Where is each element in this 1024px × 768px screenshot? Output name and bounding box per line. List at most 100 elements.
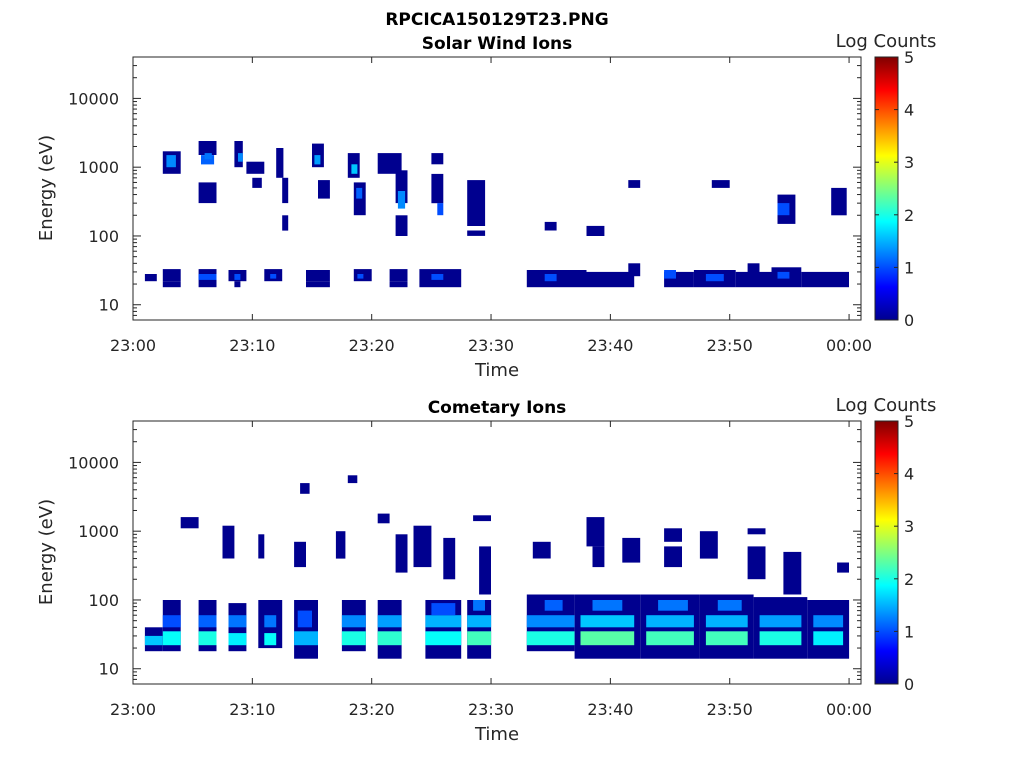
heatmap-cell — [747, 263, 760, 279]
heatmap-cell — [628, 180, 641, 188]
colorbar-tick-label: 5 — [904, 412, 914, 431]
heatmap-cell — [705, 274, 724, 282]
y-axis-label: Energy (eV) — [36, 499, 57, 605]
heatmap-cell — [353, 182, 366, 216]
y-tick-label: 10000 — [68, 89, 119, 108]
x-tick-label: 00:00 — [826, 700, 872, 719]
heatmap-cell — [294, 600, 318, 659]
heatmap-cell — [699, 531, 718, 559]
heatmap-cell — [395, 215, 408, 236]
x-tick-label: 00:00 — [826, 336, 872, 355]
heatmap-cell — [306, 281, 330, 288]
colorbar — [874, 56, 899, 321]
heatmap-cell — [473, 515, 491, 522]
heatmap-cell — [300, 483, 310, 494]
heatmap-cell — [544, 221, 557, 231]
x-tick-label: 23:20 — [349, 336, 395, 355]
heatmap-cell — [377, 153, 402, 174]
heatmap-cell — [228, 615, 247, 628]
heatmap-cell — [586, 225, 605, 236]
heatmap-cell — [258, 534, 265, 559]
heatmap-cell — [467, 230, 486, 236]
heatmap-cell — [586, 271, 635, 288]
heatmap-cell — [264, 633, 277, 646]
heatmap-cell — [198, 182, 217, 204]
x-axis-label: Time — [474, 724, 519, 745]
y-axis-label: Energy (eV) — [36, 135, 57, 241]
heatmap-cell — [425, 615, 462, 628]
y-axis-ticks: 10 100 1000 10000 — [68, 429, 861, 680]
heatmap-cell — [831, 187, 847, 216]
heatmap-cell — [837, 562, 849, 573]
y-tick-label: 10 — [99, 296, 119, 315]
heatmap-cell — [783, 551, 802, 595]
x-tick-label: 23:00 — [110, 336, 156, 355]
colorbar-tick-label: 1 — [904, 622, 914, 641]
x-axis-ticks: 23:00 23:10 23:20 23:30 23:40 23:50 00:00 — [110, 421, 872, 719]
heatmap-cell — [431, 603, 456, 616]
heatmap-cell — [341, 615, 366, 628]
heatmap-cell — [397, 191, 406, 209]
heatmap-cell — [222, 525, 235, 559]
x-tick-label: 23:00 — [110, 700, 156, 719]
heatmap-cell — [479, 546, 491, 595]
solar-wind-panel: Solar Wind Ions 23:00 23:10 23:20 23:30 23:4… — [36, 31, 936, 381]
heatmap-cell — [282, 215, 289, 231]
heatmap-cell — [144, 635, 163, 646]
heatmap-cell — [592, 546, 605, 568]
heatmap-cell — [747, 528, 766, 535]
colorbar-label: Log Counts — [836, 395, 937, 416]
heatmap-cell — [431, 173, 444, 204]
colorbar-ticks: 0 1 2 3 4 5 — [875, 48, 914, 330]
heatmap-cell — [347, 475, 358, 484]
heatmap-cell — [813, 631, 844, 646]
y-tick-label: 10000 — [68, 453, 119, 472]
heatmap-cell — [377, 600, 402, 659]
heatmap-cell — [646, 631, 694, 646]
heatmap-cell — [294, 631, 318, 646]
heatmap-cell — [335, 531, 346, 559]
colorbar-tick-label: 3 — [904, 517, 914, 536]
figure-title: RPCICA150129T23.PNG — [385, 10, 608, 30]
colorbar-tick-label: 0 — [904, 311, 914, 330]
heatmap-cell — [735, 271, 772, 288]
heatmap-cell — [294, 541, 306, 568]
cometary-panel: Cometary Ions 23:00 23:10 23:20 23:30 23:40 2… — [36, 395, 936, 745]
heatmap-cell — [526, 615, 575, 628]
heatmap-cell — [162, 269, 181, 282]
heatmap-cell — [318, 180, 330, 199]
heatmap-cell — [646, 615, 694, 628]
heatmap-cell — [425, 631, 462, 646]
heatmap-cell — [580, 615, 635, 628]
heatmap-cell — [664, 528, 682, 542]
heatmap-cell — [544, 274, 557, 282]
heatmap-cell — [622, 537, 641, 563]
heatmap-cell — [351, 164, 358, 174]
x-tick-label: 23:50 — [707, 700, 753, 719]
heatmap-cell — [389, 281, 408, 288]
colorbar-tick-label: 3 — [904, 153, 914, 172]
heatmap-cell — [198, 615, 217, 628]
heatmap-cell — [759, 615, 802, 628]
heatmap-cell — [747, 546, 766, 580]
panel-title: Cometary Ions — [428, 398, 567, 418]
heatmap-cell — [198, 631, 217, 646]
heatmap-cell — [759, 631, 802, 646]
heatmap-cell — [234, 274, 241, 280]
colorbar — [874, 420, 899, 685]
heatmap-cell — [658, 600, 688, 611]
heatmap-cell — [198, 274, 217, 280]
y-tick-label: 1000 — [78, 158, 119, 177]
x-tick-label: 23:10 — [229, 700, 275, 719]
heatmap-cell — [717, 600, 742, 611]
heatmap-cell — [180, 517, 199, 529]
heatmap-cell — [586, 517, 605, 547]
x-tick-label: 23:30 — [468, 700, 514, 719]
heatmap-cell — [431, 153, 444, 165]
colorbar-tick-label: 4 — [904, 465, 914, 484]
heatmap-cell — [705, 615, 748, 628]
heatmap-cell — [166, 155, 176, 168]
heatmap-cell — [532, 541, 551, 559]
heatmap-cell — [357, 274, 364, 279]
heatmap-cell — [664, 546, 682, 568]
